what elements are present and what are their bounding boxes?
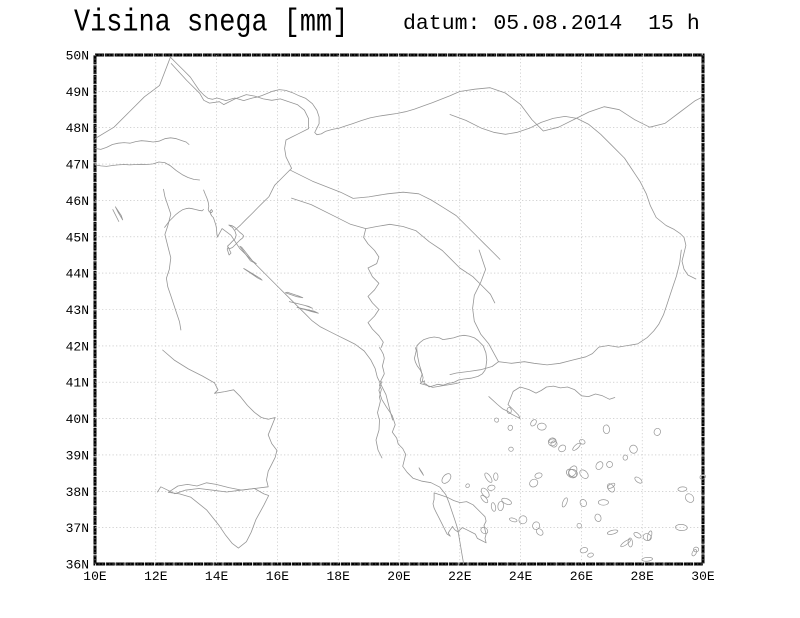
svg-text:45N: 45N (66, 230, 89, 245)
svg-text:42N: 42N (66, 339, 89, 354)
svg-text:16E: 16E (266, 569, 290, 584)
svg-text:30E: 30E (691, 569, 715, 584)
svg-text:50N: 50N (66, 49, 89, 64)
svg-text:41N: 41N (66, 376, 89, 391)
svg-text:28E: 28E (630, 569, 654, 584)
svg-text:10E: 10E (83, 569, 107, 584)
svg-text:20E: 20E (387, 569, 411, 584)
svg-text:14E: 14E (205, 569, 229, 584)
svg-text:39N: 39N (66, 448, 89, 463)
svg-text:12E: 12E (144, 569, 168, 584)
svg-text:40N: 40N (66, 412, 89, 427)
svg-text:46N: 46N (66, 194, 89, 209)
svg-text:22E: 22E (448, 569, 472, 584)
svg-text:38N: 38N (66, 485, 89, 500)
svg-text:43N: 43N (66, 303, 89, 318)
svg-text:26E: 26E (570, 569, 594, 584)
svg-text:24E: 24E (509, 569, 533, 584)
svg-text:44N: 44N (66, 267, 89, 282)
svg-text:49N: 49N (66, 85, 89, 100)
svg-text:37N: 37N (66, 521, 89, 536)
svg-text:18E: 18E (326, 569, 350, 584)
svg-text:48N: 48N (66, 121, 89, 136)
svg-text:47N: 47N (66, 158, 89, 173)
